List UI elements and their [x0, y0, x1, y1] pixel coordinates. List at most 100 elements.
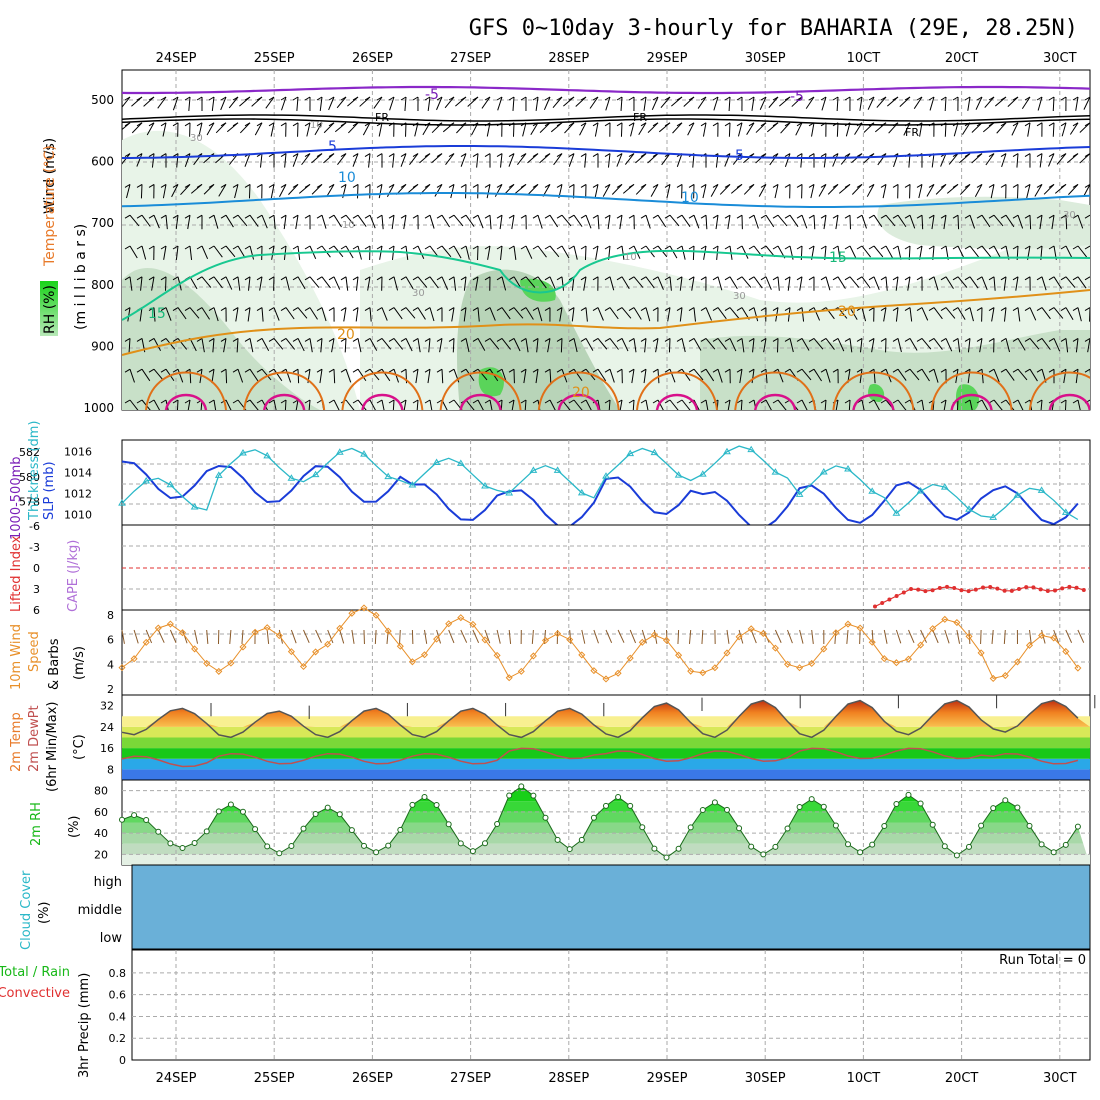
wind-barb [203, 184, 215, 195]
wind-barb [921, 399, 925, 410]
wind-barb-flag [172, 96, 179, 101]
wind-barb [450, 184, 455, 199]
wind-barb [691, 276, 695, 291]
wind10-barb [701, 629, 704, 645]
wind10-point [1038, 631, 1046, 640]
wind-barb [273, 399, 277, 410]
temp-loop-25 [930, 371, 1013, 410]
wind-barb-flag [772, 122, 779, 127]
rh2m-point [978, 822, 985, 829]
top-date-label: 28SEP [548, 51, 589, 66]
wind-barb [284, 153, 287, 168]
wind-barb-flag [148, 337, 155, 342]
wind-barb [314, 122, 323, 136]
wind-barb-flag [712, 96, 719, 101]
wind10-point [166, 620, 174, 628]
temperature-contours [122, 85, 1090, 410]
wind-barb-flag [832, 183, 839, 188]
wind-barb-flag [592, 245, 599, 250]
wind-barb-flag [1024, 337, 1031, 342]
wind-barb [1048, 153, 1055, 167]
wind-barb-flag [916, 245, 923, 250]
wind-barb [633, 338, 637, 353]
wind-barb [849, 245, 857, 259]
wind-barb-flag [520, 399, 527, 404]
temp-loop-25 [145, 371, 227, 410]
wind-barb [597, 368, 607, 382]
wind-barb [1087, 338, 1090, 353]
wind-barb-flag [880, 276, 887, 281]
wind-barb-flag [256, 122, 263, 127]
wind-barb [309, 276, 320, 288]
wind-barb [1089, 246, 1090, 247]
li-point [923, 589, 928, 594]
wind-barb [1089, 276, 1090, 279]
wind-barb [727, 399, 731, 410]
wind-barb-flag [916, 337, 923, 342]
wind-barb [429, 399, 433, 410]
temp-loop-25 [636, 371, 718, 410]
wind-barb-flag [1084, 307, 1090, 312]
wind-barb [975, 96, 983, 110]
wind-barb [713, 96, 719, 111]
wind-barb-flag [1012, 96, 1019, 101]
wind-barb [157, 96, 167, 109]
wind-barb [465, 338, 470, 353]
thickness-point [602, 472, 610, 479]
wind-barb-flag [592, 214, 599, 219]
wind-barb [345, 369, 352, 383]
wind-barb-flag [1060, 307, 1067, 312]
thickness-point [553, 466, 562, 473]
wind-barb [345, 214, 356, 227]
wind10-point [457, 614, 465, 622]
wind-barb [1065, 215, 1068, 230]
wind-barb-flag [1000, 153, 1007, 158]
wind-barb-flag [388, 307, 395, 312]
wind-barb-flag [724, 399, 731, 404]
wind-barb [705, 399, 709, 410]
wind-barb [909, 338, 918, 351]
wind-barb-flag [700, 96, 707, 101]
wind-barb-flag [556, 183, 563, 188]
li-point [901, 590, 906, 595]
wind-barb-flag [388, 399, 395, 404]
wind-barb-flag [520, 214, 527, 219]
rh2m-point [421, 794, 428, 801]
wind-barb-flag [544, 368, 551, 373]
temp2m-series [121, 695, 1096, 768]
wind-barb [1051, 215, 1055, 230]
wind-barb [362, 122, 371, 136]
wind-barb-flag [160, 122, 167, 127]
wind-barb-flag [1012, 399, 1019, 404]
wind-barb [774, 184, 779, 199]
wind-barb [821, 96, 827, 111]
wind-barb-flag [712, 276, 719, 281]
wind-barb [573, 338, 578, 353]
wind-barb-flag [220, 96, 227, 101]
wind-barb-flag [1048, 214, 1055, 219]
wind-barb [940, 153, 947, 167]
wind-barb [957, 276, 968, 288]
wind-barb-flag [916, 307, 923, 312]
wind-barb-flag [808, 307, 815, 312]
wind-barb-flag [256, 276, 263, 281]
wind-barb [1029, 215, 1032, 230]
wind10-point [675, 651, 683, 659]
cloud-row-middle: middle [78, 903, 122, 918]
wind-barb-flag [1048, 153, 1055, 158]
wind-barb [1017, 368, 1028, 381]
wind-barb-flag [124, 337, 131, 342]
wind-barb [249, 368, 259, 382]
wind-barb [876, 96, 887, 108]
wind-barb-flag [556, 153, 563, 158]
wind-barb-flag [1024, 153, 1031, 158]
wind-barb-flag [1036, 276, 1043, 281]
wind10-point [372, 611, 380, 619]
wind-barb-flag [544, 153, 551, 158]
wind-barb [866, 184, 875, 197]
wind-barb [647, 122, 659, 133]
wind-barb [405, 307, 416, 319]
top-date-label: 20CT [945, 51, 979, 66]
wind-barb [549, 369, 552, 384]
wind-barb-flag [916, 368, 923, 373]
